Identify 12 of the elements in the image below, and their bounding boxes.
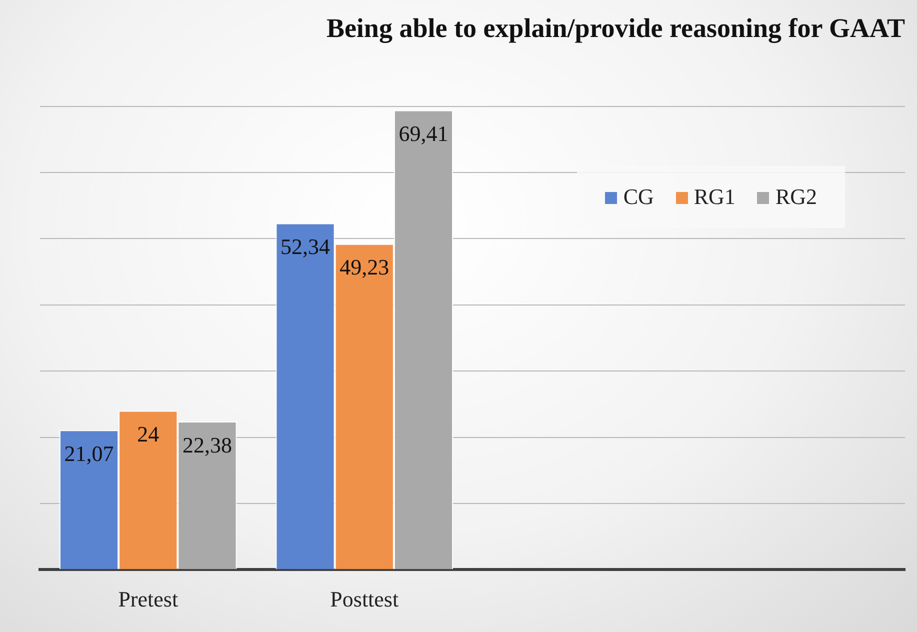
data-label: 49,23 (340, 254, 390, 280)
legend-label: RG1 (692, 184, 736, 210)
data-label: 52,34 (280, 234, 330, 260)
legend-label: RG2 (774, 184, 817, 210)
data-label: 69,41 (398, 121, 448, 146)
data-label: 22,38 (182, 432, 232, 458)
x-tick-label: Posttest (330, 586, 399, 612)
chart-title: Being able to explain/provide reasoning for GAAT (326, 13, 905, 44)
legend-label: CG (622, 184, 654, 210)
x-tick-label: Pretest (118, 586, 178, 612)
data-label: 21,07 (64, 440, 114, 466)
data-label: 24 (137, 422, 160, 447)
